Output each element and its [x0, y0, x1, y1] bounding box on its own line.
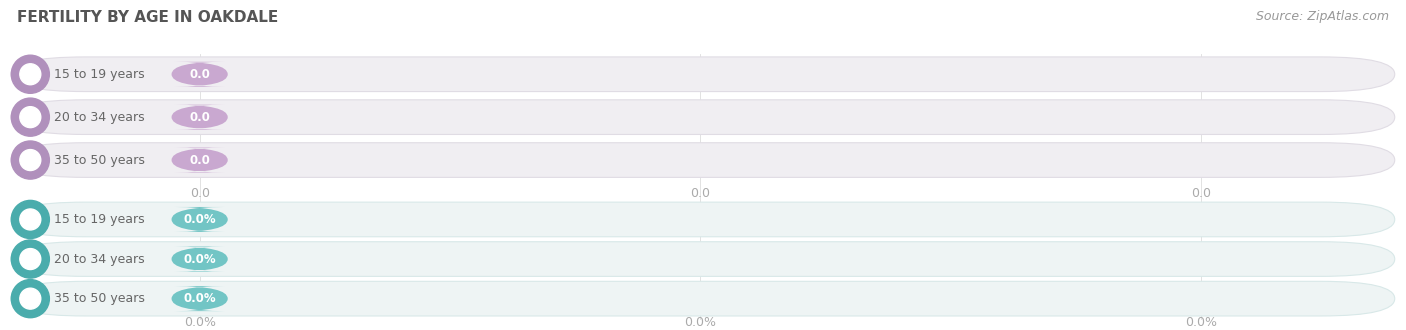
Ellipse shape — [20, 107, 41, 128]
Ellipse shape — [11, 280, 49, 318]
Text: 20 to 34 years: 20 to 34 years — [53, 111, 145, 124]
FancyBboxPatch shape — [172, 148, 228, 173]
Text: 0.0%: 0.0% — [184, 316, 215, 329]
Ellipse shape — [20, 209, 41, 230]
Text: 0.0%: 0.0% — [183, 292, 217, 305]
Text: 0.0%: 0.0% — [685, 316, 716, 329]
Text: 0.0: 0.0 — [190, 153, 209, 167]
Text: Source: ZipAtlas.com: Source: ZipAtlas.com — [1256, 10, 1389, 23]
Ellipse shape — [20, 248, 41, 270]
FancyBboxPatch shape — [11, 281, 1395, 316]
Text: 0.0%: 0.0% — [1185, 316, 1216, 329]
Text: 0.0: 0.0 — [1191, 186, 1211, 200]
Text: 15 to 19 years: 15 to 19 years — [53, 213, 145, 226]
FancyBboxPatch shape — [172, 286, 228, 311]
Text: 20 to 34 years: 20 to 34 years — [53, 252, 145, 266]
Ellipse shape — [20, 288, 41, 309]
Ellipse shape — [20, 64, 41, 85]
FancyBboxPatch shape — [11, 100, 1395, 135]
Ellipse shape — [11, 240, 49, 278]
FancyBboxPatch shape — [172, 105, 228, 130]
FancyBboxPatch shape — [11, 57, 1395, 91]
Text: 0.0: 0.0 — [690, 186, 710, 200]
Ellipse shape — [11, 98, 49, 136]
Text: 0.0: 0.0 — [190, 111, 209, 124]
FancyBboxPatch shape — [172, 62, 228, 87]
Text: 15 to 19 years: 15 to 19 years — [53, 68, 145, 81]
Ellipse shape — [11, 200, 49, 239]
FancyBboxPatch shape — [11, 202, 1395, 237]
Text: 0.0%: 0.0% — [183, 252, 217, 266]
Text: 0.0: 0.0 — [190, 186, 209, 200]
Ellipse shape — [11, 141, 49, 179]
FancyBboxPatch shape — [172, 207, 228, 232]
FancyBboxPatch shape — [11, 242, 1395, 277]
Text: 35 to 50 years: 35 to 50 years — [53, 292, 145, 305]
Ellipse shape — [20, 149, 41, 171]
Text: 35 to 50 years: 35 to 50 years — [53, 153, 145, 167]
Text: 0.0: 0.0 — [190, 68, 209, 81]
Text: FERTILITY BY AGE IN OAKDALE: FERTILITY BY AGE IN OAKDALE — [17, 10, 278, 25]
FancyBboxPatch shape — [11, 143, 1395, 178]
Text: 0.0%: 0.0% — [183, 213, 217, 226]
FancyBboxPatch shape — [172, 247, 228, 272]
Ellipse shape — [11, 55, 49, 93]
